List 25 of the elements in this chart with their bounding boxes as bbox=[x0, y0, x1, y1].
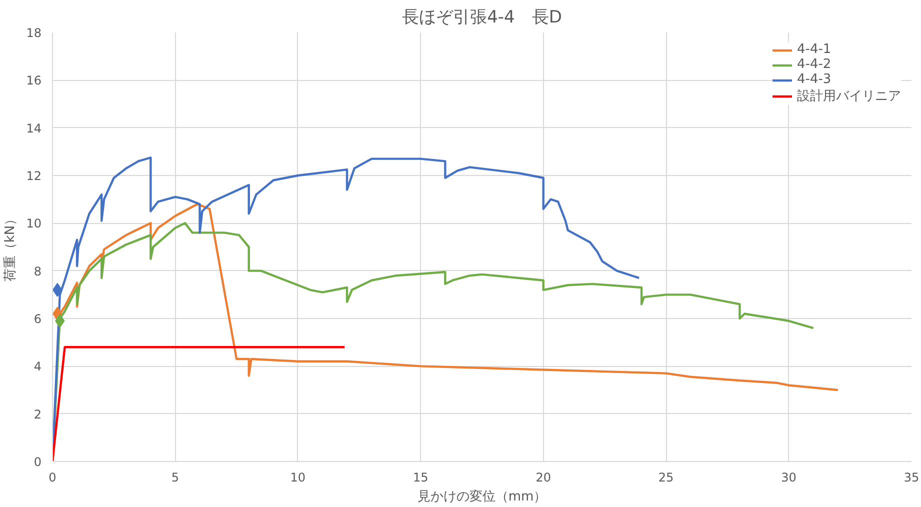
x-axis-title: 見かけの変位（mm） bbox=[417, 488, 547, 504]
legend-label: 設計用バイリニア bbox=[797, 88, 901, 105]
x-tick-label: 0 bbox=[48, 470, 56, 484]
x-tick-label: 25 bbox=[658, 470, 674, 484]
y-tick-label: 6 bbox=[34, 312, 42, 326]
y-tick-label: 2 bbox=[34, 407, 42, 422]
y-tick-label: 8 bbox=[34, 264, 42, 278]
y-tick-label: 10 bbox=[26, 216, 42, 231]
x-tick-label: 10 bbox=[290, 470, 306, 484]
x-tick-label: 5 bbox=[171, 470, 180, 484]
x-tick-label: 20 bbox=[536, 470, 552, 484]
x-tick-label: 15 bbox=[413, 470, 428, 484]
chart-title: 長ほぞ引張4-4 長D bbox=[402, 8, 562, 28]
y-tick-label: 12 bbox=[26, 169, 42, 183]
legend-label: 4-4-1 bbox=[797, 42, 832, 57]
x-tick-label: 30 bbox=[781, 470, 796, 484]
legend-label: 4-4-3 bbox=[797, 72, 832, 87]
y-tick-label: 0 bbox=[34, 455, 42, 469]
y-tick-label: 4 bbox=[34, 360, 42, 374]
y-tick-label: 18 bbox=[26, 26, 42, 40]
y-axis-title: 荷重（kN） bbox=[3, 212, 18, 282]
legend-label: 4-4-2 bbox=[797, 57, 832, 72]
y-tick-label: 16 bbox=[26, 74, 42, 88]
x-tick-label: 35 bbox=[904, 470, 920, 484]
y-tick-label: 14 bbox=[26, 121, 42, 136]
